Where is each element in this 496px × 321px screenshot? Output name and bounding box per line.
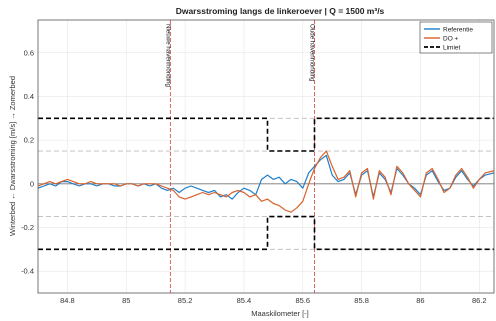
x-tick-label: 85 [122,296,130,305]
chart-title: Dwarsstroming langs de linkeroever | Q =… [176,6,385,16]
x-tick-label: 86 [416,296,424,305]
plot-background [38,20,494,293]
y-tick-label: 0.6 [24,48,34,57]
legend-label: DO + [443,35,459,42]
x-tick-label: 85.8 [354,296,369,305]
x-tick-label: 85.4 [237,296,252,305]
series-line-do-plus [38,150,494,213]
axes-frame [37,19,495,294]
x-tick-label: 84.8 [60,296,75,305]
x-axis-label: Maaskilometer [-] [251,309,309,318]
limit-line-upper [38,117,494,152]
y-tick-label: 0.4 [24,92,34,101]
x-tick-label: 86.2 [472,296,487,305]
y-tick-label: -0.4 [21,267,34,276]
x-tick-label: 85.6 [295,296,310,305]
limit-line-lower [38,215,494,251]
y-axis-label: Winterbed ← Dwarsstroming [m/s] → Zomerb… [8,76,17,236]
x-tick-label: 85.2 [178,296,193,305]
vertical-marker-label: Oude havenmonding [309,24,316,82]
legend-label: Referentie [443,26,473,33]
series-line-referentie [38,154,494,200]
vertical-marker-label: Nieuwe havenmonding [164,24,171,88]
y-tick-label: 0.2 [24,136,34,145]
y-tick-label: -0.2 [21,223,34,232]
legend-label: Limiet [443,44,461,51]
y-tick-label: 0 [30,179,34,188]
